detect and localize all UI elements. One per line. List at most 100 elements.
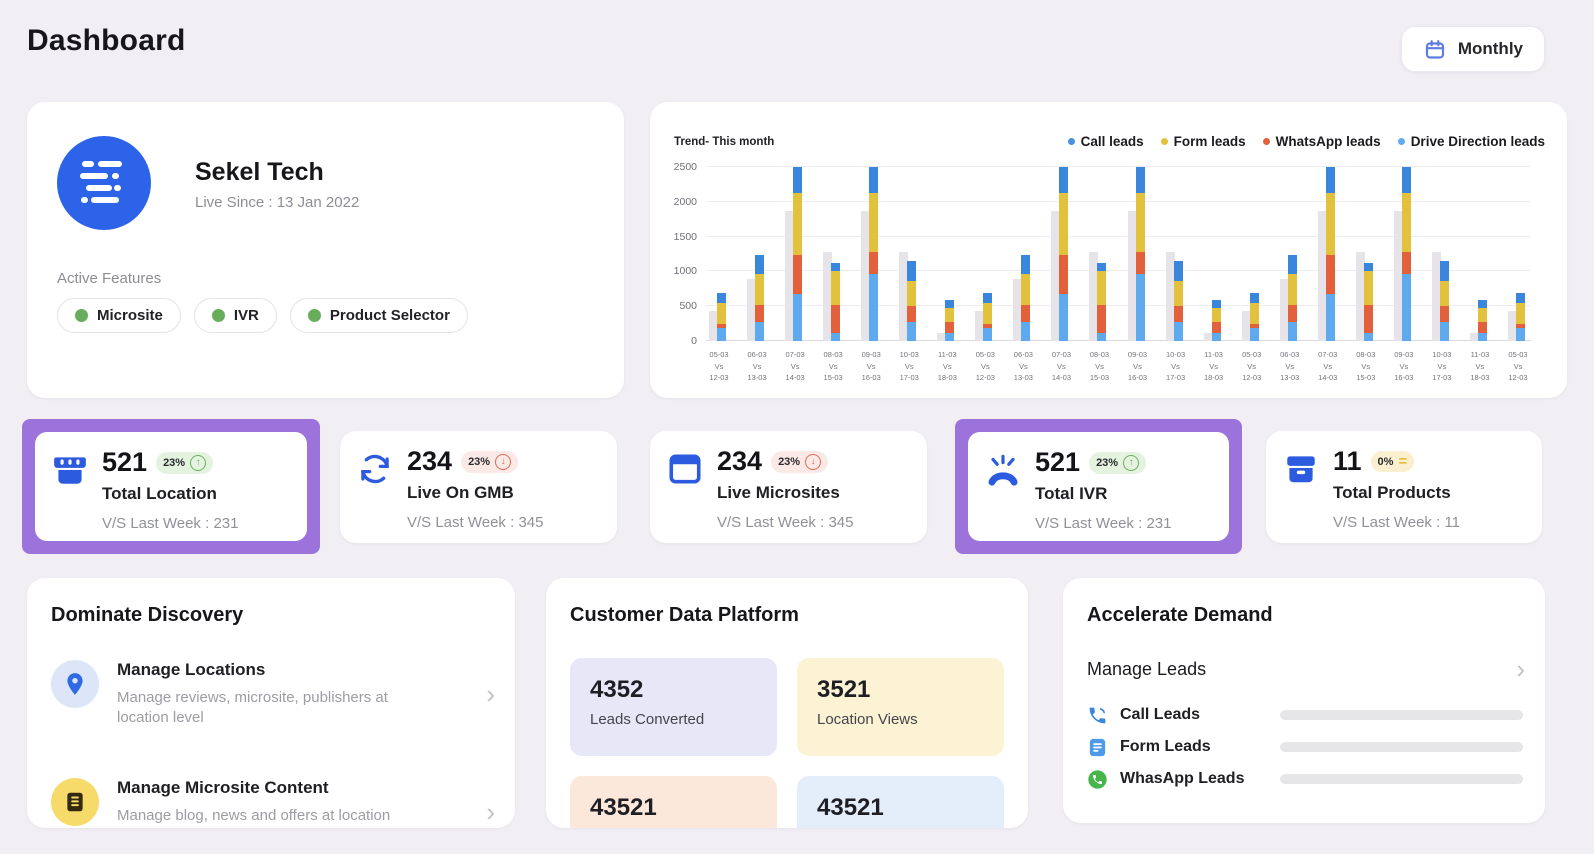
stat-card-live-on-gmb[interactable]: 234 23% ↓ Live On GMB V/S Last Week : 345 [340,431,617,543]
tile-value: 43521 [590,794,657,821]
chevron-right-icon: › [486,797,495,828]
stat-delta-badge: 23% ↑ [1089,451,1147,474]
sync-icon [356,450,394,488]
feature-pills: Microsite IVR Product Selector [57,298,468,333]
stat-value: 234 [717,446,763,476]
bar-group [1429,167,1455,341]
manage-leads-label: Manage Leads [1087,658,1207,679]
browser-icon [666,450,704,488]
book-icon [51,778,99,826]
bar-group [1163,167,1189,341]
trend-arrow-icon: ↑ [190,454,207,471]
x-tick-label: 09-03 Vs 16-03 [1394,350,1414,383]
bar-group [1086,167,1112,341]
box-icon [1282,450,1320,488]
company-logo [57,136,151,230]
x-tick-label: 06-03 Vs 13-03 [1013,350,1033,383]
bar-group [896,167,922,341]
x-tick-label: 08-03 Vs 15-03 [823,350,843,383]
feature-pill-label: Microsite [97,307,163,324]
bar-group [1048,167,1074,341]
cdp-tile: 4352 Leads Converted [570,658,777,756]
manage-microsite-content-item[interactable]: Manage Microsite Content Manage blog, ne… [51,778,495,828]
tile-label: Location Views [817,711,918,728]
x-tick-label: 06-03 Vs 13-03 [1280,350,1300,383]
manage-microsite-content-desc: Manage blog, news and offers at location… [117,807,391,828]
green-dot-icon [211,309,225,322]
accelerate-demand-title: Accelerate Demand [1087,604,1273,626]
bar-group [1315,167,1341,341]
location-pin-icon [51,660,99,708]
whatsapp-icon [1087,769,1108,790]
monthly-button[interactable]: Monthly [1400,26,1545,72]
stat-sub: V/S Last Week : 231 [102,515,239,532]
trend-arrow-icon: ↓ [805,453,822,470]
manage-leads-row[interactable]: Manage Leads › [1087,656,1525,682]
legend-item[interactable]: Drive Direction leads [1397,134,1545,149]
trend-arrow-icon: ↑ [1123,454,1140,471]
lead-progress-track [1280,774,1523,784]
stat-card-total-ivr[interactable]: 521 23% ↑ Total IVR V/S Last Week : 231 [968,432,1229,541]
company-live-since: Live Since : 13 Jan 2022 [195,194,360,211]
legend-dot-icon [1067,138,1075,145]
bar-group [1277,167,1303,341]
form-leads-row: Form Leads [1087,734,1523,760]
x-tick-label: 07-03 Vs 14-03 [1318,350,1338,383]
trend-arrow-icon: = [1398,453,1408,470]
x-tick-label: 09-03 Vs 16-03 [1127,350,1148,383]
x-tick-label: 05-03 Vs 12-03 [1242,350,1262,383]
stat-card-total-location[interactable]: 521 23% ↑ Total Location V/S Last Week : 2… [35,432,307,541]
stat-card-total-products[interactable]: 11 0% = Total Products V/S Last Week : 11 [1266,431,1542,543]
stat-delta-badge: 23% ↓ [461,450,519,473]
x-tick-label: 11-03 Vs 18-03 [937,350,957,383]
bar-group [1010,167,1036,341]
stat-card-total-ivr-highlight: 521 23% ↑ Total IVR V/S Last Week : 231 [955,419,1242,554]
x-tick-label: 07-03 Vs 14-03 [785,350,805,383]
trend-chart-card: Trend- This month Call leads Form leads Wh… [650,102,1567,398]
feature-pill-label: IVR [233,307,259,324]
x-tick-label: 08-03 Vs 15-03 [1356,350,1376,383]
stat-value: 521 [1035,447,1081,477]
manage-locations-item[interactable]: Manage Locations Manage reviews, microsi… [51,660,495,729]
company-card: Sekel Tech Live Since : 13 Jan 2022 Acti… [27,102,624,398]
x-tick-label: 05-03 Vs 12-03 [975,350,995,383]
accelerate-demand-card: Accelerate Demand Manage Leads › Call Le… [1063,578,1545,823]
bar-group [820,167,846,341]
legend-item[interactable]: Form leads [1160,134,1246,149]
stat-label: Live Microsites [717,483,840,502]
stat-delta-badge: 23% ↓ [771,450,829,473]
stat-sub: V/S Last Week : 345 [717,514,854,531]
green-dot-icon [307,309,321,322]
stat-sub: V/S Last Week : 11 [1333,514,1461,531]
legend-item[interactable]: WhatsApp leads [1262,134,1381,149]
bar-group [1201,167,1227,341]
active-features-label: Active Features [57,270,162,287]
stat-sub: V/S Last Week : 345 [407,514,544,531]
tile-value: 43521 [817,794,884,821]
stat-value: 521 [102,447,148,477]
stat-card-live-microsites[interactable]: 234 23% ↓ Live Microsites V/S Last Week : … [650,431,927,543]
legend-item[interactable]: Call leads [1067,134,1144,149]
chart-legend: Call leads Form leads WhatsApp leads Drive … [1067,134,1545,149]
legend-dot-icon [1262,138,1270,145]
chart-title: Trend- This month [674,135,775,148]
feature-pill-product-selector: Product Selector [289,298,468,333]
x-tick-label: 07-03 Vs 14-03 [1051,350,1072,383]
chart-plot: 0 500 1000 1500 2000 2500 [674,161,1531,347]
call-leads-row: Call Leads [1087,702,1523,728]
bar-group [1505,167,1531,341]
bar-group [1467,167,1493,341]
stat-card-total-location-highlight: 521 23% ↑ Total Location V/S Last Week : 2… [22,419,320,554]
bar-group [858,167,884,341]
bar-group [1353,167,1379,341]
bar-group [744,167,770,341]
calendar-icon [1423,37,1447,61]
company-name: Sekel Tech [195,158,324,186]
manage-locations-desc: Manage reviews, microsite, publishers at… [117,689,388,727]
chevron-right-icon: › [1516,654,1525,684]
bar-group [934,167,960,341]
x-tick-label: 06-03 Vs 13-03 [747,350,767,383]
manage-locations-label: Manage Locations [117,660,266,679]
feature-pill-ivr: IVR [193,298,277,333]
stat-label: Live On GMB [407,483,514,502]
